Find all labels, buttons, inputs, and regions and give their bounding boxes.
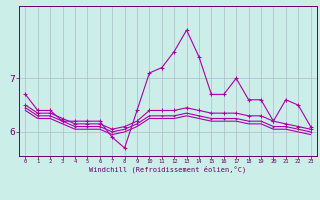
- X-axis label: Windchill (Refroidissement éolien,°C): Windchill (Refroidissement éolien,°C): [89, 166, 247, 173]
